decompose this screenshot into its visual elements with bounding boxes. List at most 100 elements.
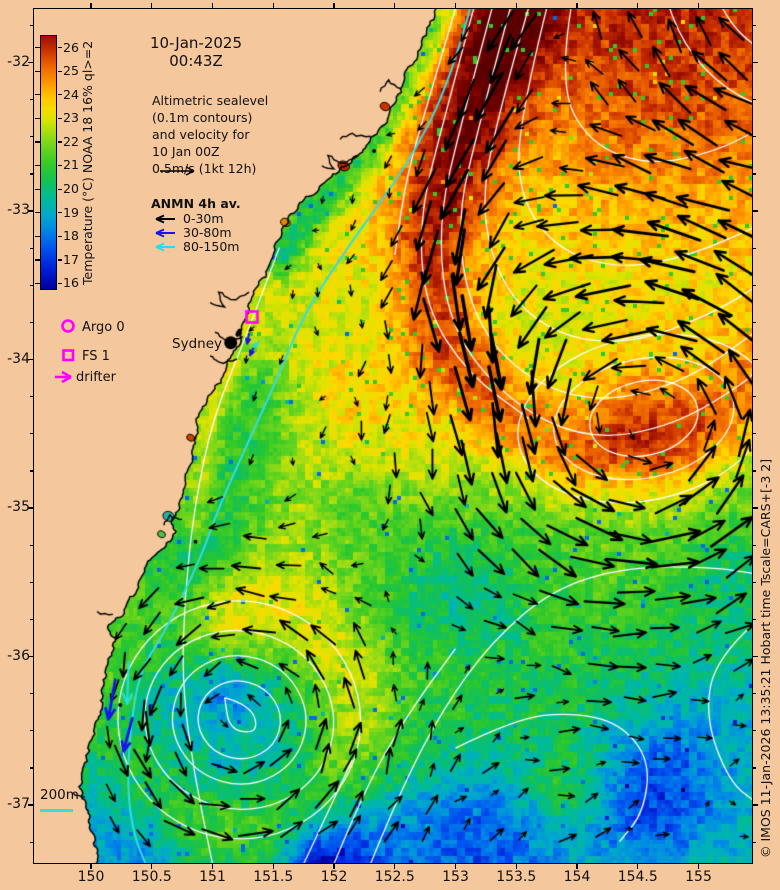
x-axis-tick-top <box>151 3 153 8</box>
altimetry-line: 10 Jan 00Z <box>152 144 220 159</box>
x-axis-tick <box>90 864 92 869</box>
colorbar-tick-right <box>57 164 62 167</box>
anmn-0-30m-arrow-icon <box>155 214 175 223</box>
anmn-80-150m-arrow-icon <box>155 242 175 251</box>
y-axis-minor-tick-right <box>753 693 756 695</box>
anmn-item-label: 0-30m <box>183 211 224 226</box>
colorbar-tick-right <box>57 282 62 285</box>
y-axis-minor-tick-right <box>753 321 756 324</box>
colorbar-tick <box>35 164 40 167</box>
y-axis-minor-tick <box>30 433 33 435</box>
colorbar-tick-label: 20 <box>63 181 79 197</box>
x-axis-tick-top <box>576 3 578 8</box>
x-axis-tick-label: 153 <box>442 869 469 885</box>
x-axis-tick-top <box>454 3 457 8</box>
colorbar-tick-label: 24 <box>63 86 79 102</box>
colorbar-tick <box>35 259 40 261</box>
y-axis-minor-tick-right <box>753 99 756 101</box>
y-axis-minor-tick <box>30 841 33 843</box>
y-axis-minor-tick <box>30 618 33 621</box>
x-axis-tick <box>151 864 153 869</box>
y-axis-minor-tick-right <box>753 396 756 398</box>
y-axis-tick <box>28 61 33 64</box>
y-axis-minor-tick-right <box>753 433 756 435</box>
date-title: 10-Jan-2025 <box>149 34 243 52</box>
colorbar-tick-label: 19 <box>63 204 79 220</box>
anmn-item-label: 80-150m <box>183 239 240 254</box>
anmn-item-label: 30-80m <box>183 225 232 240</box>
y-axis-minor-tick <box>30 99 33 101</box>
y-axis-minor-tick-right <box>753 24 756 27</box>
y-axis-minor-tick <box>30 24 33 27</box>
x-axis-tick-top <box>515 3 517 8</box>
colorbar-tick-right <box>57 141 62 143</box>
x-axis-tick <box>272 864 274 869</box>
y-axis-tick-label: -35 <box>7 499 30 516</box>
x-axis-tick-top <box>394 3 396 8</box>
y-axis-minor-tick-right <box>753 284 756 286</box>
y-axis-tick-right <box>753 655 758 658</box>
y-axis-minor-tick-right <box>753 841 756 843</box>
colorbar-tick-label: 18 <box>63 228 79 244</box>
colorbar-tick-label: 17 <box>63 251 79 267</box>
x-axis-tick-top <box>211 3 214 8</box>
colorbar-tick <box>35 117 40 119</box>
city-label-sydney: Sydney <box>172 336 222 352</box>
drifter-arrow-icon <box>55 370 72 384</box>
colorbar-tick-label: 25 <box>63 63 79 79</box>
y-axis-minor-tick-right <box>753 581 756 583</box>
anmn-30-80m-arrow-icon <box>155 228 175 237</box>
y-axis-tick-label: -32 <box>7 53 30 70</box>
y-axis-minor-tick <box>30 544 33 546</box>
x-axis-tick-label: 150.5 <box>131 869 172 885</box>
y-axis-minor-tick <box>30 581 33 583</box>
colorbar-tick-label: 26 <box>63 39 79 55</box>
colorbar-tick-right <box>57 117 62 119</box>
y-axis-tick-right <box>753 804 758 806</box>
colorbar-tick-right <box>57 235 62 237</box>
y-axis-tick-right <box>753 358 758 361</box>
sst-map-canvas[interactable] <box>33 8 753 864</box>
y-axis-minor-tick-right <box>753 730 756 732</box>
y-axis-tick <box>28 804 33 806</box>
colorbar-tick-right <box>57 259 62 261</box>
x-axis-tick <box>454 864 457 869</box>
x-axis-tick <box>333 864 335 869</box>
bathy-200m-line <box>40 809 73 812</box>
y-axis-minor-tick-right <box>753 767 756 769</box>
y-axis-minor-tick-right <box>753 247 756 249</box>
anmn-legend-item: 0-30m <box>151 211 224 226</box>
y-axis-tick-label: -37 <box>7 796 30 813</box>
x-axis-tick <box>697 864 700 869</box>
x-axis-tick-label: 154 <box>563 869 591 885</box>
colorbar-tick <box>35 188 40 190</box>
y-axis-minor-tick <box>30 321 33 324</box>
y-axis-tick-right <box>753 210 758 212</box>
colorbar-tick-right <box>57 188 62 190</box>
x-axis-tick-label: 155 <box>685 869 712 885</box>
fs-square-icon <box>62 349 75 362</box>
y-axis-minor-tick-right <box>753 544 756 546</box>
colorbar-tick <box>35 47 40 49</box>
y-axis-tick <box>28 507 33 509</box>
colorbar-tick <box>35 141 40 143</box>
colorbar-tick <box>35 282 40 285</box>
colorbar-tick-label: 22 <box>63 133 79 149</box>
colorbar-tick-label: 23 <box>63 110 79 126</box>
y-axis-minor-tick <box>30 247 33 249</box>
time-title: 00:43Z <box>169 52 223 70</box>
altimetry-note: Altimetric sealevel (0.1m contours) and … <box>152 92 268 177</box>
x-axis-tick-label: 150 <box>77 869 105 885</box>
y-axis-minor-tick-right <box>753 136 756 138</box>
y-axis-tick-label: -36 <box>7 647 30 664</box>
y-axis-tick <box>28 655 33 658</box>
bathy-200m-label: 200m <box>40 787 79 803</box>
y-axis-minor-tick <box>30 284 33 286</box>
fs-legend-label: FS 1 <box>82 349 110 364</box>
x-axis-tick-top <box>697 3 700 8</box>
y-axis-minor-tick-right <box>753 173 756 175</box>
x-axis-tick <box>515 864 517 869</box>
y-axis-tick-label: -34 <box>7 350 30 367</box>
x-axis-tick-top <box>333 3 335 8</box>
x-axis-tick-label: 151 <box>199 869 226 885</box>
